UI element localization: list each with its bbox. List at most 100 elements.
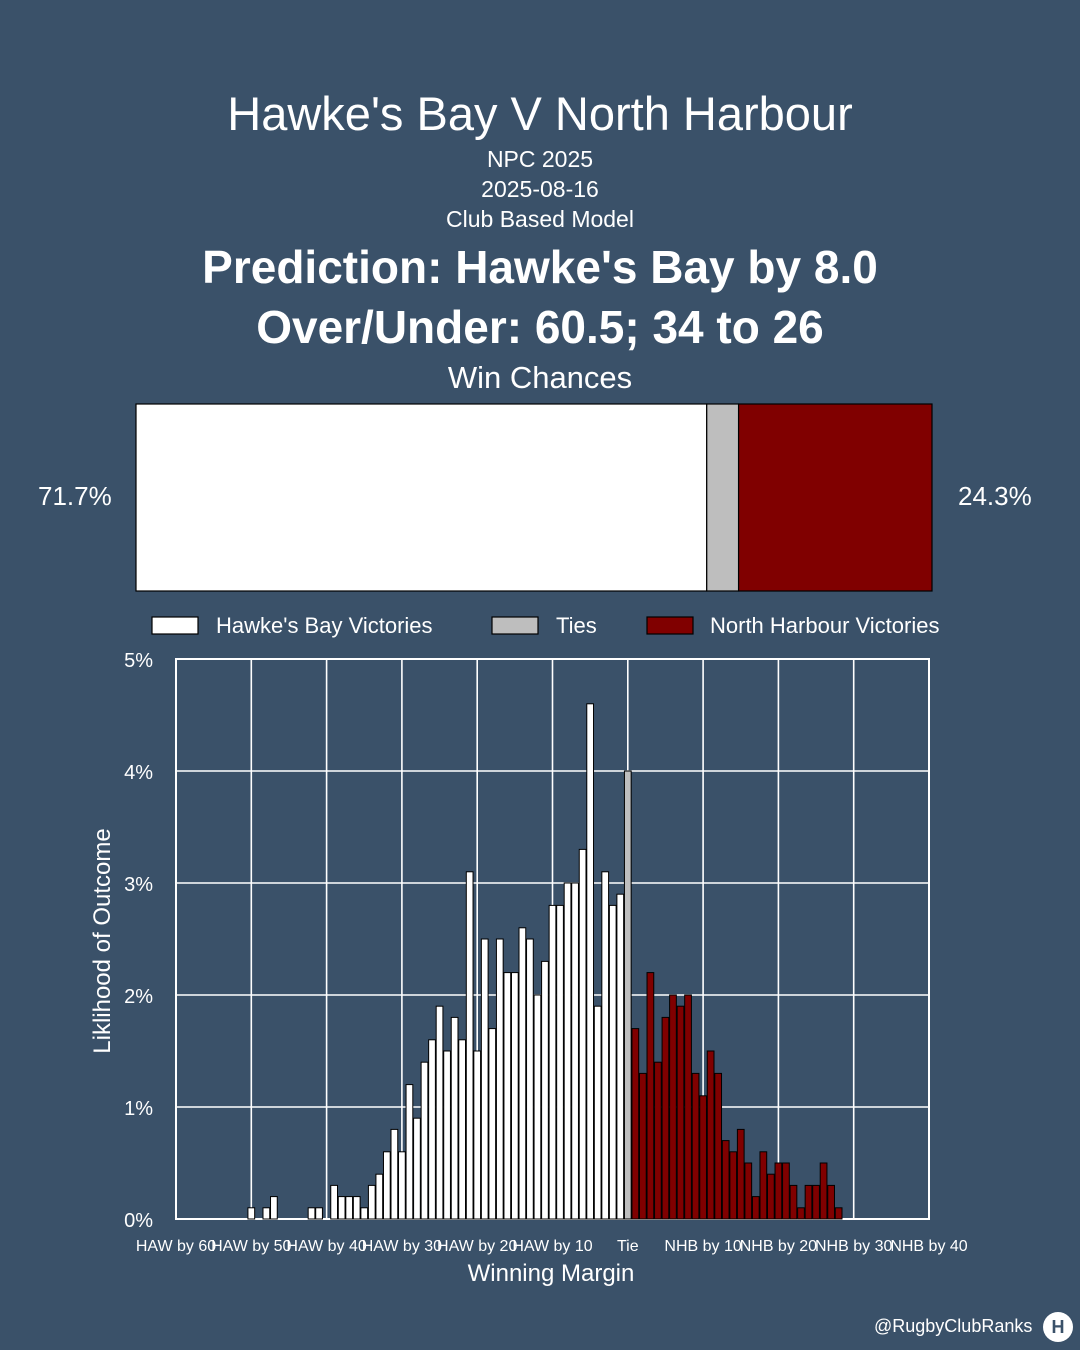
y-tick-label: 3% <box>124 874 153 896</box>
bar-home <box>390 1128 399 1220</box>
win-chance-segment-away <box>737 403 933 592</box>
bar-home <box>375 1173 384 1220</box>
legend-swatch-away <box>646 616 694 635</box>
x-tick-label: HAW by 50 <box>211 1238 291 1255</box>
competition-label: NPC 2025 <box>486 146 594 172</box>
x-tick-label: HAW by 60 <box>136 1238 216 1255</box>
y-tick-label: 0% <box>124 1210 153 1232</box>
bar-away <box>834 1207 843 1220</box>
bar-home <box>307 1207 316 1220</box>
x-axis-label: Winning Margin <box>468 1260 635 1287</box>
bar-home <box>548 904 557 1220</box>
bar-home <box>443 1050 451 1220</box>
legend-swatch-home <box>151 616 199 635</box>
bar-away <box>638 1072 647 1220</box>
chart-title: Hawke's Bay V North Harbour <box>227 87 853 140</box>
bar-away <box>827 1184 835 1220</box>
bar-home <box>270 1196 278 1220</box>
bar-home <box>556 904 564 1220</box>
bar-home <box>488 1028 497 1220</box>
logo-icon: H <box>1043 1312 1073 1342</box>
bar-away <box>759 1151 768 1220</box>
bar-home <box>382 1151 391 1220</box>
win-chances-title: Win Chances <box>447 360 633 395</box>
bar-home <box>601 871 610 1220</box>
match-date: 2025-08-16 <box>481 176 599 202</box>
bar-home <box>526 938 534 1220</box>
bar-home <box>616 893 625 1220</box>
x-tick-label: HAW by 10 <box>512 1238 592 1255</box>
bar-away <box>654 1061 662 1220</box>
bar-home <box>330 1184 338 1220</box>
bar-home <box>608 904 617 1220</box>
legend-label-tie: Ties <box>556 613 597 638</box>
bar-home <box>541 960 549 1220</box>
bar-home <box>360 1207 369 1220</box>
bar-home <box>533 994 542 1220</box>
bar-home <box>578 848 587 1220</box>
bar-away <box>714 1072 723 1220</box>
win-chances-bar <box>135 403 933 592</box>
bar-home <box>337 1196 346 1220</box>
bar-away <box>736 1128 745 1220</box>
prediction-headline: Prediction: Hawke's Bay by 8.0 <box>202 241 878 293</box>
legend-swatch-tie <box>491 616 539 635</box>
bar-home <box>503 972 512 1220</box>
bar-away <box>751 1196 760 1220</box>
legend-label-away: North Harbour Victories <box>710 613 939 638</box>
bar-home <box>586 703 595 1220</box>
bar-away <box>684 994 692 1220</box>
bar-away <box>661 1016 670 1220</box>
win-chance-segment-tie <box>706 403 740 592</box>
x-tick-label: HAW by 20 <box>437 1238 517 1255</box>
x-tick-label: NHB by 30 <box>815 1238 892 1255</box>
legend: Hawke's Bay Victories Ties North Harbour… <box>151 613 939 638</box>
bar-away <box>691 1072 700 1220</box>
over-under-headline: Over/Under: 60.5; 34 to 26 <box>256 301 824 353</box>
bar-home <box>571 882 579 1220</box>
bar-home <box>473 1050 482 1220</box>
bar-home <box>413 1117 421 1220</box>
x-tick-label: NHB by 10 <box>664 1238 741 1255</box>
bar-home <box>262 1207 271 1220</box>
bar-away <box>789 1184 798 1220</box>
y-tick-label: 4% <box>124 762 153 784</box>
x-tick-label: NHB by 40 <box>890 1238 967 1255</box>
bar-home <box>428 1039 436 1220</box>
bar-away <box>676 1005 685 1220</box>
bar-home <box>405 1084 414 1220</box>
bar-home <box>345 1196 354 1220</box>
bar-away <box>819 1162 828 1220</box>
bar-home <box>420 1061 429 1220</box>
bar-home <box>367 1184 376 1220</box>
x-tick-label: NHB by 20 <box>740 1238 817 1255</box>
bar-away <box>669 994 677 1220</box>
y-tick-label: 1% <box>124 1098 153 1120</box>
bar-away <box>774 1162 783 1220</box>
bar-away <box>744 1162 753 1220</box>
bar-home <box>510 972 519 1220</box>
watermark: @RugbyClubRanks <box>874 1316 1033 1336</box>
win-chance-segment-home <box>135 403 708 592</box>
x-tick-label: HAW by 30 <box>362 1238 442 1255</box>
bar-home <box>450 1016 459 1220</box>
bar-away <box>782 1162 790 1220</box>
bar-away <box>767 1173 775 1220</box>
bar-home <box>435 1005 444 1220</box>
bar-tie <box>623 770 632 1220</box>
away-win-percent: 24.3% <box>958 481 1032 511</box>
bar-away <box>631 1028 640 1220</box>
home-win-percent: 71.7% <box>38 481 112 511</box>
bar-away <box>646 972 655 1220</box>
bar-home <box>458 1039 467 1220</box>
bar-home <box>247 1207 256 1220</box>
bar-away <box>729 1151 738 1220</box>
bar-away <box>699 1095 707 1220</box>
bar-away <box>706 1050 715 1220</box>
bar-home <box>495 938 504 1220</box>
y-tick-label: 2% <box>124 986 153 1008</box>
bar-home <box>518 927 527 1220</box>
legend-label-home: Hawke's Bay Victories <box>216 613 433 638</box>
